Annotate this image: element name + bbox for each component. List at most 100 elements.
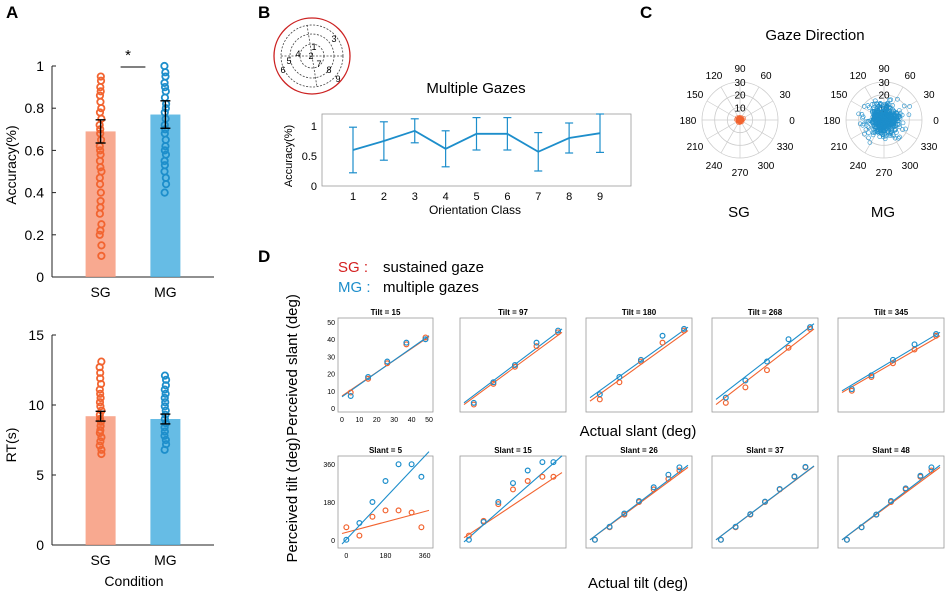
c-mg-gaze-point	[907, 104, 912, 109]
d-row2-ylabel: Perceived tilt (deg)	[284, 437, 301, 562]
c-mg-gaze-point	[859, 112, 865, 117]
d-row2-4-sg-point	[928, 467, 935, 474]
d-row2-xlabel: Actual tilt (deg)	[588, 575, 688, 592]
c-mg-gaze-point	[876, 117, 882, 122]
c-sg-radius-label: 30	[734, 78, 746, 89]
d-row1-0-xtick-label: 50	[425, 417, 433, 424]
a-rt-point-sg	[96, 389, 105, 398]
b-xtick-label: 5	[473, 191, 479, 203]
c-sg-angle-label: 330	[777, 142, 794, 153]
c-mg-gaze-point	[880, 132, 886, 138]
b-ytick-label: 1	[311, 121, 317, 133]
d-row2-0-mg-point	[343, 536, 350, 543]
c-mg-angle-label: 150	[831, 90, 848, 101]
c-sg-gaze-point	[738, 116, 743, 121]
a-acc-point-sg	[96, 72, 105, 81]
a-acc-point-mg	[160, 93, 170, 102]
d-row2-4-mg-point	[858, 524, 865, 531]
d-row2-0-mg-point	[369, 499, 376, 506]
c-mg-gaze-point	[901, 103, 907, 109]
c-sg-radius-label: 20	[734, 91, 746, 102]
d-row1-0-mg-point	[384, 358, 391, 365]
d-row1-3-mg-point	[742, 377, 749, 384]
d-row2-1-sg-fit-line	[463, 472, 563, 539]
a-rt-ytick-label: 10	[28, 397, 44, 413]
c-mg-gaze-point	[879, 117, 884, 122]
c-sg-gaze-point	[738, 116, 744, 122]
c-mg-gaze-point	[894, 116, 899, 122]
a-acc-xtick-label-sg: SG	[90, 284, 110, 300]
d-row2-1-sg-point	[495, 501, 502, 508]
a-acc-point-mg	[160, 129, 169, 138]
b-xtick-label: 9	[597, 191, 603, 203]
d-row2-0-mg-point	[356, 519, 363, 526]
c-mg-gaze-point	[879, 119, 885, 125]
c-mg-gaze-point	[891, 124, 897, 129]
d-row2-0-frame	[337, 455, 434, 549]
c-mg-gaze-point	[889, 124, 894, 129]
d-row2-0-mg-point	[382, 478, 389, 485]
d-row2-2-mg-point	[665, 471, 672, 478]
d-row2-2-mg-point	[621, 510, 628, 517]
d-row2-0-sg-point	[408, 509, 415, 516]
a-rt-point-mg	[160, 393, 169, 403]
c-mg-angle-label: 300	[902, 161, 919, 172]
a-acc-point-sg	[96, 196, 105, 206]
c-mg-gaze-point	[872, 130, 878, 135]
panel-letter-b: B	[258, 3, 270, 22]
d-row1-2-frame	[585, 317, 693, 413]
c-mg-gaze-point	[860, 114, 866, 120]
b-inset-label: 3	[331, 34, 336, 44]
d-row1-0-ytick-label: 40	[327, 337, 335, 344]
c-mg-gaze-point	[856, 111, 861, 117]
c-mg-angle-label: 90	[878, 64, 890, 75]
c-mg-angle-label: 270	[876, 168, 893, 179]
c-mg-gaze-point	[866, 118, 871, 124]
d-row2-1-frame	[459, 455, 567, 549]
c-mg-gaze-point	[897, 111, 903, 116]
c-mg-gaze-point	[895, 113, 900, 119]
a-rt-xtick-label-sg: SG	[90, 552, 110, 568]
c-mg-angle-label: 180	[824, 116, 841, 127]
a-acc-ylabel: Accuracy(%)	[3, 125, 19, 204]
a-rt-point-mg	[161, 440, 171, 449]
a-acc-ytick-label: 1	[36, 58, 44, 74]
a-rt-point-sg	[96, 426, 105, 435]
a-acc-point-sg	[97, 167, 106, 176]
a-rt-point-mg	[161, 375, 171, 384]
a-rt-point-sg	[97, 445, 106, 454]
b-axes-frame	[321, 113, 632, 187]
b-inset-label: 7	[316, 59, 321, 69]
a-acc-point-sg	[95, 108, 105, 117]
c-mg-angle-label: 210	[831, 142, 848, 153]
d-row1-0-xtick-label: 30	[390, 417, 398, 424]
d-row1-2-sg-fit-line	[589, 330, 689, 402]
c-mg-gaze-point	[872, 109, 878, 115]
b-xtick-label: 3	[412, 191, 418, 203]
c-mg-gaze-point	[887, 119, 892, 125]
d-row1-0-mg-point	[422, 336, 429, 343]
b-xlabel: Orientation Class	[429, 203, 521, 217]
c-mg-gaze-point	[888, 129, 894, 134]
d-row2-0-mg-point	[395, 461, 402, 468]
d-row2-0-sg-fit-line	[341, 509, 430, 535]
b-ytick-label: 0.5	[302, 151, 317, 163]
c-sg-spoke	[720, 86, 741, 121]
a-rt-point-sg	[96, 402, 105, 411]
b-ylabel: Accuracy(%)	[283, 125, 295, 187]
c-mg-gaze-point	[865, 103, 871, 108]
c-mg-gaze-point	[888, 115, 894, 121]
panel-letter-c: C	[640, 3, 652, 22]
a-acc-point-mg	[161, 150, 171, 159]
d-row2-1-mg-point	[524, 467, 531, 474]
b-title: Multiple Gazes	[426, 80, 525, 97]
a-acc-point-sg	[97, 241, 106, 250]
d-row1-3-mg-point	[807, 324, 814, 331]
c-mg-gaze-point	[888, 130, 893, 135]
c-sg-angle-label: 240	[706, 161, 723, 172]
d-row2-2-mg-fit-line	[589, 464, 689, 541]
a-acc-point-mg	[160, 61, 169, 71]
d-row2-4-mg-fit-line	[841, 464, 941, 541]
